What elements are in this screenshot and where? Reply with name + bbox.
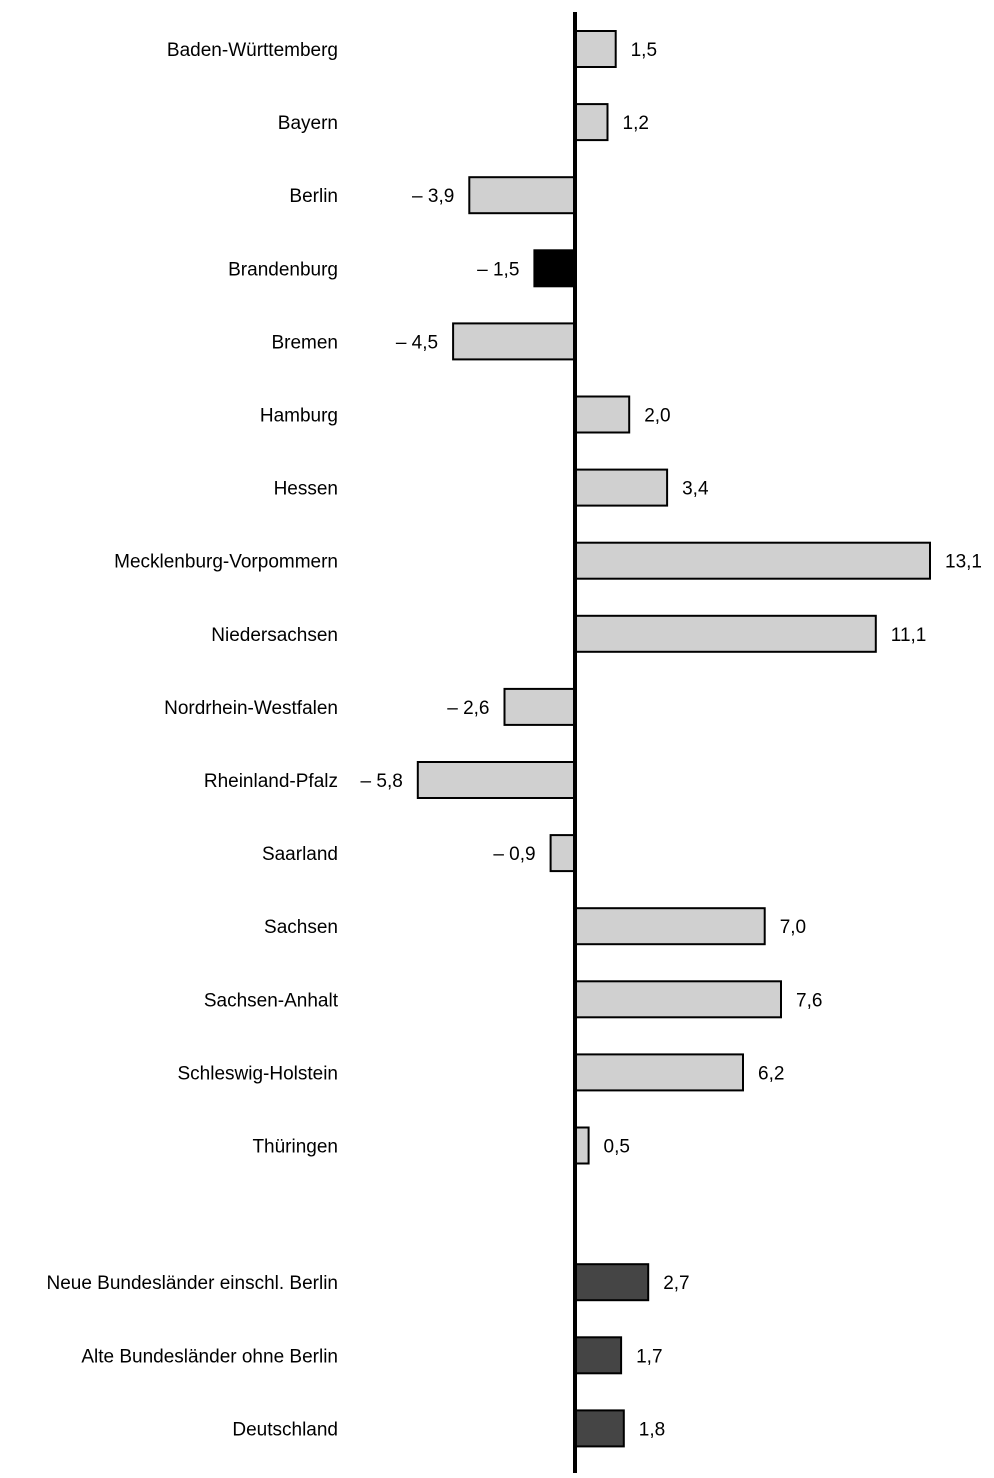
bar-6 [574,468,669,507]
bar-8 [574,614,877,653]
value-label-15: 0,5 [604,1137,630,1158]
category-label-5: Hamburg [260,406,338,427]
category-label-8: Niedersachsen [211,625,338,646]
value-label-8: 11,1 [891,625,927,646]
bar-12 [574,907,766,946]
bar-16 [574,1263,650,1302]
bar-1 [574,103,609,142]
bar-0 [574,30,617,68]
bar-4 [452,322,577,361]
bar-15 [574,1126,590,1165]
category-label-1: Bayern [278,113,338,134]
value-label-3: – 1,5 [477,259,519,280]
bar-9 [503,687,576,726]
value-label-0: 1,5 [631,40,657,61]
bar-10 [416,761,576,799]
bar-5 [574,395,631,434]
bar-18 [574,1409,625,1448]
bar-14 [574,1053,744,1092]
category-label-7: Mecklenburg-Vorpommern [114,552,338,573]
category-label-14: Schleswig-Holstein [177,1063,338,1084]
category-label-4: Bremen [271,332,338,353]
category-label-3: Brandenburg [228,259,338,280]
value-labels-layer: 1,5 1,2 – 3,9 – 1,5 – 4,5 2,0 3,4 13,1 11,1 – 2,6… [361,40,982,1440]
category-label-10: Rheinland-Pfalz [204,771,338,792]
value-label-17: 1,7 [636,1346,662,1367]
value-label-6: 3,4 [682,479,709,500]
bars-layer [416,30,931,1448]
category-label-6: Hessen [274,479,338,500]
category-labels-layer: Baden-Württemberg Bayern Berlin Brandenburg… [46,40,338,1440]
bar-17 [574,1336,623,1375]
category-label-18: Deutschland [232,1419,338,1440]
category-label-2: Berlin [289,186,338,207]
value-label-5: 2,0 [644,406,670,427]
bar-3 [533,249,577,288]
bar-7 [574,541,931,580]
category-label-0: Baden-Württemberg [167,40,338,61]
category-label-15: Thüringen [252,1137,338,1158]
value-label-2: – 3,9 [412,186,454,207]
value-label-11: – 0,9 [493,844,535,865]
category-label-9: Nordrhein-Westfalen [164,698,338,719]
category-label-16: Neue Bundesländer einschl. Berlin [46,1273,338,1294]
category-label-17: Alte Bundesländer ohne Berlin [81,1346,338,1367]
value-label-7: 13,1 [945,552,982,573]
bar-13 [574,980,782,1019]
category-label-11: Saarland [262,844,338,865]
bar-11 [549,834,576,873]
value-label-12: 7,0 [780,917,806,938]
value-label-16: 2,7 [663,1273,689,1294]
bar-2 [468,176,576,215]
value-label-1: 1,2 [623,113,649,134]
category-label-13: Sachsen-Anhalt [204,990,339,1011]
value-label-13: 7,6 [796,990,822,1011]
category-label-12: Sachsen [264,917,338,938]
value-label-9: – 2,6 [447,698,489,719]
value-label-10: – 5,8 [361,771,403,792]
value-label-4: – 4,5 [396,332,438,353]
value-label-14: 6,2 [758,1063,784,1084]
value-label-18: 1,8 [639,1419,665,1440]
